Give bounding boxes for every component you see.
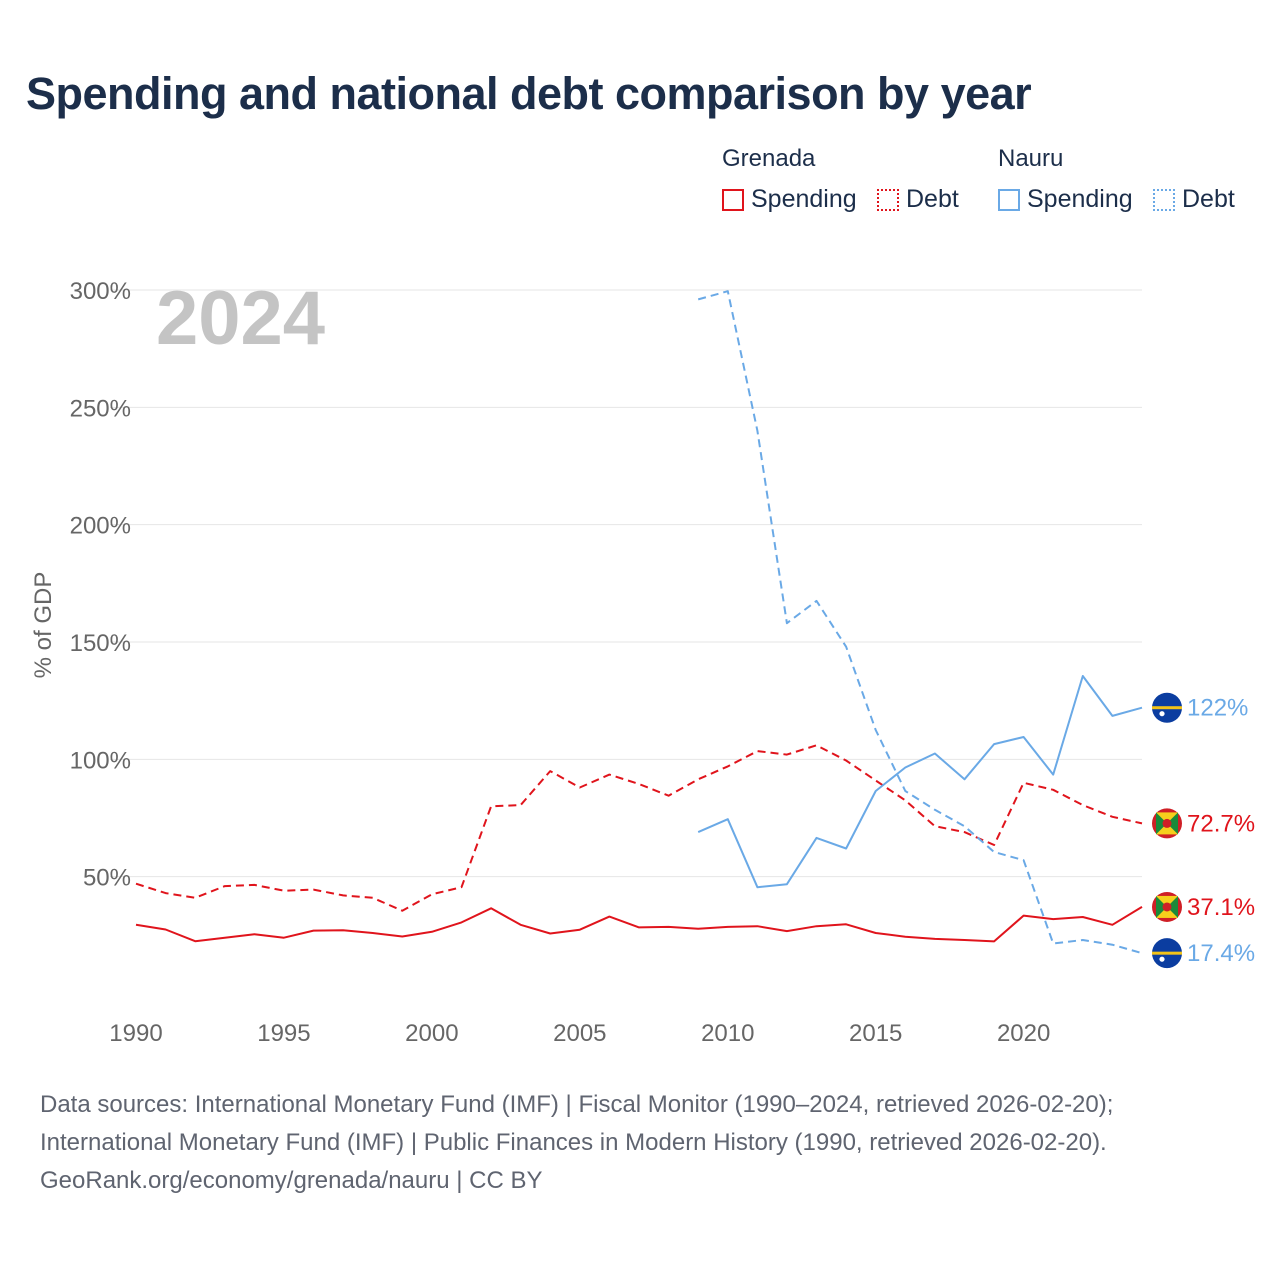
- x-tick-label: 2005: [553, 1020, 606, 1047]
- legend-swatch-solid-blue: [998, 188, 1020, 211]
- y-tick-label: 250%: [70, 395, 131, 422]
- footer-attribution-link[interactable]: GeoRank.org/economy/grenada/nauru | CC B…: [40, 1167, 543, 1194]
- series-nauru-debt[interactable]: [697, 290, 1143, 955]
- legend-group-grenada: Grenada: [722, 145, 816, 172]
- y-tick-label: 150%: [70, 630, 131, 657]
- legend-swatch-dotted-blue: [1153, 188, 1175, 211]
- x-tick-label: 2010: [701, 1020, 754, 1047]
- legend-label: Debt: [906, 185, 959, 213]
- end-value-label: 37.1%: [1187, 894, 1255, 921]
- line-chart: 50% 100% 150% 200% 250% 300% 1990 1995 2000 2005…: [30, 276, 1255, 1047]
- legend-group-nauru: Nauru: [998, 145, 1064, 172]
- y-tick-label: 300%: [70, 278, 131, 305]
- footer-source-line-2: International Monetary Fund (IMF) | Publ…: [40, 1129, 1107, 1156]
- chart-title: Spending and national debt comparison by…: [26, 68, 1032, 119]
- legend-swatch-solid-red: [722, 188, 744, 211]
- x-tick-label: 2015: [849, 1020, 902, 1047]
- nauru-flag-icon: [1152, 938, 1182, 969]
- series-nauru-spending[interactable]: [697, 675, 1143, 889]
- y-tick-label: 100%: [70, 747, 131, 774]
- series-grenada-spending[interactable]: [135, 906, 1143, 943]
- end-value-label: 122%: [1187, 695, 1248, 722]
- footer: Data sources: International Monetary Fun…: [40, 1086, 1113, 1200]
- x-axis-ticks: 1990 1995 2000 2005 2010 2015 2020: [109, 1020, 1050, 1047]
- legend-grenada-spending[interactable]: Spending: [722, 185, 857, 214]
- legend-grenada-debt[interactable]: Debt: [877, 185, 959, 214]
- series-lines: [135, 290, 1143, 955]
- year-watermark: 2024: [156, 276, 325, 361]
- x-tick-label: 2000: [405, 1020, 458, 1047]
- legend-label: Spending: [1027, 185, 1133, 213]
- gridlines: [110, 289, 1142, 878]
- legend-nauru-spending[interactable]: Spending: [998, 185, 1133, 214]
- legend-swatch-dotted-red: [877, 188, 899, 211]
- series-grenada-debt[interactable]: [135, 744, 1143, 912]
- nauru-flag-icon: [1152, 692, 1182, 723]
- x-tick-label: 2020: [997, 1020, 1050, 1047]
- y-axis-ticks: 50% 100% 150% 200% 250% 300%: [70, 278, 131, 892]
- x-tick-label: 1990: [109, 1020, 162, 1047]
- y-tick-label: 200%: [70, 513, 131, 540]
- footer-source-line-1: Data sources: International Monetary Fun…: [40, 1091, 1114, 1118]
- x-tick-label: 1995: [257, 1020, 310, 1047]
- y-axis-label: % of GDP: [30, 572, 57, 679]
- legend-label: Debt: [1182, 185, 1235, 213]
- end-value-label: 72.7%: [1187, 810, 1255, 837]
- y-tick-label: 50%: [83, 865, 131, 892]
- grenada-flag-icon: [1152, 891, 1182, 922]
- legend-nauru-debt[interactable]: Debt: [1153, 185, 1235, 214]
- legend-label: Spending: [751, 185, 857, 213]
- end-markers: 122% 72.7% 37.1% 17.4%: [1152, 692, 1255, 969]
- end-value-label: 17.4%: [1187, 940, 1255, 967]
- grenada-flag-icon: [1152, 808, 1182, 839]
